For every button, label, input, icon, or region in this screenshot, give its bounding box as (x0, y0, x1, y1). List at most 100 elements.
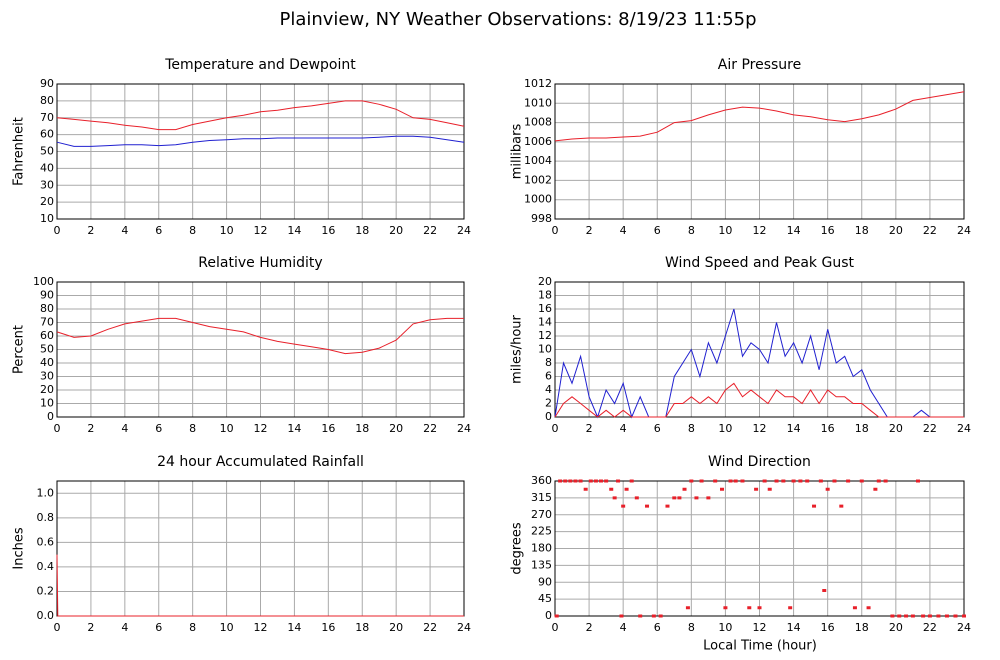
data-line (56, 317, 464, 355)
data-point (645, 504, 650, 508)
data-point (677, 496, 682, 500)
data-point (638, 614, 643, 618)
x-tick-label: 18 (855, 422, 869, 435)
x-tick-label: 6 (155, 224, 162, 237)
x-tick-label: 4 (121, 224, 128, 237)
data-point (604, 479, 609, 483)
data-point (754, 487, 759, 491)
data-point (876, 479, 881, 483)
data-point (767, 487, 772, 491)
y-tick-label: 60 (40, 128, 54, 141)
data-point (846, 479, 851, 483)
data-point (852, 606, 857, 610)
data-point (563, 479, 568, 483)
y-tick-label: 80 (40, 94, 54, 107)
x-tick-label: 12 (254, 422, 268, 435)
data-point (762, 479, 767, 483)
data-point (599, 479, 604, 483)
x-tick-label: 14 (787, 224, 801, 237)
x-tick-label: 4 (121, 422, 128, 435)
y-tick-label: 360 (531, 474, 552, 487)
chart-title: Relative Humidity (198, 255, 322, 271)
data-point (962, 614, 966, 618)
y-tick-label: 270 (531, 508, 552, 521)
y-tick-label: 0 (545, 609, 552, 622)
data-point (554, 614, 559, 618)
y-tick-label: 90 (40, 289, 54, 302)
data-point (791, 479, 796, 483)
x-tick-label: 6 (654, 224, 661, 237)
data-point (685, 606, 690, 610)
data-point (921, 614, 926, 618)
data-point (774, 479, 779, 483)
y-tick-label: 0.0 (37, 609, 55, 622)
x-tick-label: 2 (586, 224, 593, 237)
y-tick-label: 30 (40, 370, 54, 383)
x-tick-label: 22 (423, 422, 437, 435)
data-point (694, 496, 699, 500)
x-tick-label: 22 (923, 422, 937, 435)
y-axis-label: millibars (510, 124, 525, 180)
data-point (883, 479, 888, 483)
x-tick-label: 14 (287, 621, 301, 634)
y-tick-label: 0 (47, 410, 54, 423)
data-point (588, 479, 593, 483)
data-point (859, 479, 864, 483)
data-point (634, 496, 639, 500)
data-point (890, 614, 895, 618)
y-tick-label: 0.4 (37, 560, 55, 573)
y-tick-label: 100 (33, 275, 54, 288)
y-tick-label: 998 (531, 212, 552, 225)
x-tick-label: 10 (220, 621, 234, 634)
x-tick-label: 16 (321, 224, 335, 237)
chart-title: Air Pressure (718, 57, 801, 73)
x-tick-label: 4 (121, 621, 128, 634)
chart-title: 24 hour Accumulated Rainfall (157, 454, 364, 470)
data-point (866, 606, 871, 610)
x-tick-label: 16 (821, 224, 835, 237)
y-tick-label: 12 (538, 329, 552, 342)
y-tick-label: 40 (40, 356, 54, 369)
data-point (944, 614, 949, 618)
y-tick-label: 20 (40, 195, 54, 208)
data-point (818, 479, 823, 483)
x-tick-label: 18 (355, 621, 369, 634)
x-tick-label: 16 (821, 422, 835, 435)
data-point (825, 487, 830, 491)
x-tick-label: 22 (923, 224, 937, 237)
chart-title: Wind Speed and Peak Gust (665, 255, 854, 271)
data-point (612, 496, 617, 500)
x-tick-label: 12 (753, 224, 767, 237)
x-tick-label: 6 (654, 621, 661, 634)
y-tick-label: 0.6 (37, 535, 55, 548)
data-point (873, 487, 878, 491)
x-tick-label: 20 (389, 422, 403, 435)
x-tick-label: 20 (889, 422, 903, 435)
y-tick-label: 4 (545, 383, 552, 396)
y-axis-label: Percent (12, 325, 27, 374)
x-tick-label: 20 (389, 621, 403, 634)
x-tick-label: 20 (889, 621, 903, 634)
x-tick-label: 8 (189, 224, 196, 237)
y-tick-label: 1010 (524, 96, 552, 109)
data-point (798, 479, 803, 483)
x-tick-label: 0 (54, 621, 61, 634)
data-point (927, 614, 932, 618)
data-line (554, 91, 965, 142)
y-axis-label: Fahrenheit (12, 117, 27, 186)
data-point (706, 496, 711, 500)
y-tick-label: 2 (545, 397, 552, 410)
x-tick-label: 6 (155, 621, 162, 634)
y-tick-label: 0 (545, 410, 552, 423)
x-tick-label: 10 (220, 224, 234, 237)
data-point (658, 614, 663, 618)
x-tick-label: 10 (718, 621, 732, 634)
y-tick-label: 50 (40, 343, 54, 356)
x-tick-label: 0 (54, 224, 61, 237)
y-tick-label: 40 (40, 161, 54, 174)
data-point (740, 479, 745, 483)
x-tick-label: 8 (189, 621, 196, 634)
y-tick-label: 1006 (524, 135, 552, 148)
data-point (832, 479, 837, 483)
x-tick-label: 12 (254, 621, 268, 634)
